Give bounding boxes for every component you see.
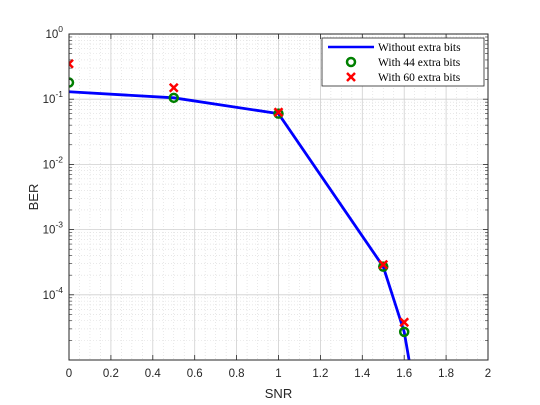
x-tick-label: 1 [275, 368, 281, 380]
x-tick-label: 0 [66, 368, 72, 380]
x-tick-label: 0.6 [187, 368, 203, 380]
y-tick-label: 10-1 [43, 89, 64, 106]
x-tick-label: 1.6 [396, 368, 412, 380]
x-tick-labels: 0 0.2 0.4 0.6 0.8 1 1.2 1.4 1.6 1.8 2 [66, 368, 491, 380]
data-point-44-extra-bits [69, 77, 75, 88]
data-point-60-extra-bits [69, 58, 74, 69]
data-point-60-extra-bits [273, 107, 284, 118]
axis-ticks [68, 33, 489, 360]
data-point-60-extra-bits [378, 259, 389, 270]
x-axis-label: SNR [265, 386, 292, 401]
y-tick-label: 100 [45, 24, 63, 41]
x-marker-stroke [69, 61, 74, 69]
data-point-44-extra-bits [168, 92, 179, 104]
x-tick-label: 0.2 [103, 368, 119, 380]
x-tick-label: 1.4 [354, 368, 371, 380]
y-axis-label: BER [26, 184, 41, 211]
x-marker-stroke [168, 82, 179, 93]
x-marker-stroke [399, 317, 410, 328]
x-marker-stroke [69, 58, 74, 66]
data-point-44-extra-bits [273, 108, 284, 119]
x-marker-stroke [378, 259, 389, 270]
y-tick-label: 10-4 [43, 285, 64, 302]
series-line-without-extra-bits [69, 90, 411, 360]
y-tick-label: 10-3 [43, 220, 64, 237]
legend-circle-marker [345, 56, 357, 68]
x-tick-label: 1.2 [312, 368, 328, 380]
data-point-60-extra-bits [399, 317, 410, 328]
legend-entry-without-extra-bits: Without extra bits [378, 42, 461, 54]
minor-grid [69, 34, 488, 360]
x-marker-stroke [273, 107, 284, 118]
y-tick-labels: 100 10-1 10-2 10-3 10-4 [43, 24, 64, 302]
x-tick-label: 0.8 [229, 368, 245, 380]
data-point-60-extra-bits [168, 82, 179, 93]
x-tick-label: 1.8 [438, 368, 454, 380]
x-tick-label: 2 [485, 368, 491, 380]
series-layer [69, 58, 411, 360]
y-tick-label: 10-2 [43, 154, 64, 171]
data-point-44-extra-bits [378, 261, 389, 272]
x-tick-label: 0.4 [145, 368, 162, 380]
legend: Without extra bits With 44 extra bits Wi… [321, 37, 485, 87]
legend-x-marker [346, 72, 356, 82]
legend-entry-with-44-extra-bits: With 44 extra bits [378, 57, 461, 69]
legend-entry-with-60-extra-bits: With 60 extra bits [378, 72, 461, 84]
data-point-44-extra-bits [398, 326, 410, 338]
